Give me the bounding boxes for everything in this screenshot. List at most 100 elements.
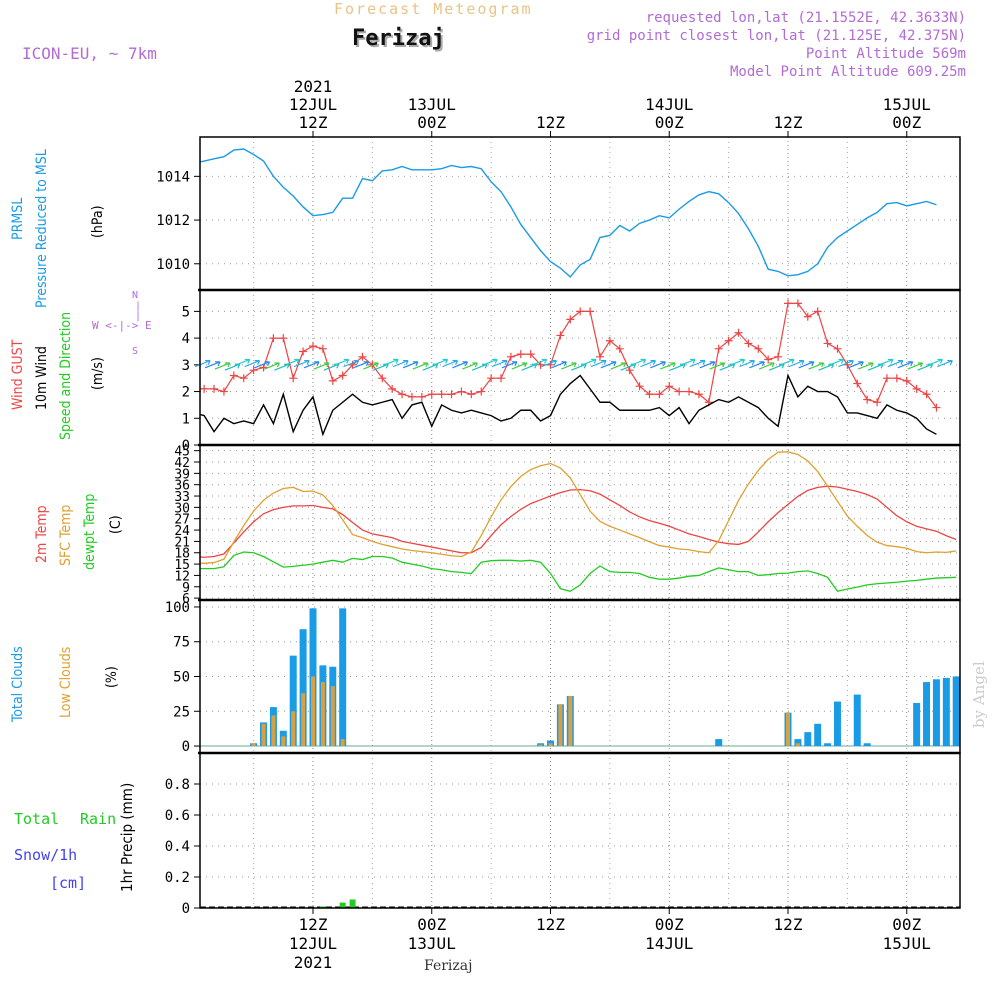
wind-direction-arrow — [729, 358, 746, 366]
gust-marker — [823, 339, 832, 348]
x-label-top-hour: 12Z — [536, 113, 565, 132]
wind-direction-arrow — [293, 360, 310, 368]
wind-direction-arrow — [343, 360, 360, 368]
total-cloud-bar — [299, 629, 307, 747]
temp-sfc-line — [200, 451, 957, 564]
wind-direction-arrow — [194, 360, 211, 368]
wind-direction-arrow — [452, 361, 468, 369]
wind-direction-arrow — [927, 358, 943, 366]
gust-marker — [655, 390, 664, 399]
gust-marker — [497, 374, 506, 383]
x-label-top-hour: 12Z — [299, 113, 328, 132]
low-cloud-bar — [538, 744, 543, 747]
gust-marker — [793, 299, 802, 308]
x-label-bottom-date: 14JUL — [645, 934, 693, 953]
footer-location: Ferizaj — [424, 958, 473, 974]
gust-marker — [566, 315, 575, 324]
wind-direction-arrow — [669, 363, 686, 371]
wind-direction-arrow — [214, 362, 231, 370]
wind-direction-arrow — [699, 361, 716, 369]
wind-direction-arrow — [887, 360, 904, 368]
gust-marker — [388, 384, 397, 393]
pressure-line — [200, 148, 937, 278]
wind-direction-arrow — [709, 362, 726, 370]
p2-compass-we: W <-|-> E — [92, 319, 152, 332]
low-cloud-bar — [251, 743, 256, 747]
wind-direction-arrow — [848, 361, 864, 369]
gust-marker — [754, 344, 763, 353]
grid-point-coords: grid point closest lon,lat (21.125E, 42.… — [586, 28, 966, 44]
y-tick-label: 2 — [182, 385, 190, 401]
y-tick-label: 36 — [174, 479, 190, 494]
y-tick-label: 21 — [174, 535, 190, 550]
gust-marker — [467, 390, 476, 399]
wind-direction-arrow — [749, 361, 765, 369]
wind-direction-arrow — [620, 363, 637, 371]
wind-direction-arrow — [472, 363, 488, 371]
p5-label-snow: Snow/1h — [14, 846, 78, 864]
y-tick-label: 45 — [174, 445, 190, 460]
y-tick-label: 27 — [174, 513, 190, 528]
low-cloud-bar — [330, 686, 335, 747]
wind-direction-arrow — [808, 362, 825, 370]
gust-marker — [863, 395, 872, 404]
gust-marker — [882, 374, 891, 383]
total-cloud-bar — [814, 723, 822, 747]
y-tick-label: 1014 — [156, 169, 190, 185]
y-tick-label: 5 — [182, 304, 190, 320]
wind-direction-arrow — [758, 362, 775, 370]
x-label-top-hour: 00Z — [655, 113, 684, 132]
wind-direction-arrow — [303, 361, 320, 369]
y-tick-label: 1012 — [156, 213, 190, 229]
temp-dewpt-line — [200, 551, 957, 593]
y-tick-label: 100 — [165, 600, 190, 616]
y-tick-label: 15 — [174, 558, 190, 573]
wind-direction-arrow — [224, 363, 241, 371]
x-label-bottom-date: 15JUL — [883, 934, 931, 953]
wind-direction-arrow — [857, 362, 874, 370]
total-cloud-bar — [833, 701, 841, 747]
y-tick-label: 0.8 — [165, 777, 190, 793]
wind-direction-arrow — [462, 362, 478, 370]
gust-marker — [417, 392, 426, 401]
gust-marker — [586, 307, 595, 316]
wind-direction-arrow — [274, 363, 290, 371]
wind-direction-arrow — [422, 363, 439, 371]
wind-direction-arrow — [491, 360, 508, 368]
wind-direction-arrow — [610, 362, 627, 370]
gust-marker — [338, 371, 347, 380]
total-cloud-bar — [923, 682, 931, 747]
panel-border — [199, 752, 961, 909]
gust-marker — [714, 344, 723, 353]
y-tick-label: 42 — [174, 456, 190, 471]
gust-marker — [358, 352, 367, 361]
gust-marker — [249, 366, 258, 375]
wind-direction-arrow — [402, 361, 419, 369]
wind-line — [200, 373, 937, 437]
x-label-bottom-date: 12JUL — [289, 934, 337, 953]
wind-direction-arrow — [640, 360, 656, 368]
low-cloud-bar — [281, 736, 286, 747]
wind-direction-arrow — [788, 360, 805, 368]
x-label-top-date: 14JUL — [645, 95, 693, 114]
wind-direction-arrow — [333, 358, 350, 366]
total-cloud-bar — [824, 743, 832, 747]
y-tick-label: 6 — [182, 592, 190, 607]
x-label-top-hour: 00Z — [417, 113, 446, 132]
wind-direction-arrow — [412, 362, 429, 370]
gust-marker — [784, 299, 792, 308]
p5-label-rain: Rain — [80, 810, 117, 828]
gust-marker — [229, 371, 238, 380]
x-label-bottom-hour: 12Z — [536, 915, 565, 934]
low-cloud-bar — [558, 704, 563, 747]
y-tick-label: 4 — [182, 331, 190, 347]
wind-direction-arrow — [392, 360, 409, 368]
model-point-altitude: Model Point Altitude 609.25m — [729, 64, 966, 80]
wind-direction-arrow — [867, 363, 884, 371]
x-label-bottom-hour: 12Z — [299, 915, 328, 934]
gust-marker — [803, 312, 812, 321]
total-cloud-bar — [794, 739, 802, 747]
gust-marker — [279, 334, 288, 343]
y-tick-label: 39 — [174, 467, 190, 482]
